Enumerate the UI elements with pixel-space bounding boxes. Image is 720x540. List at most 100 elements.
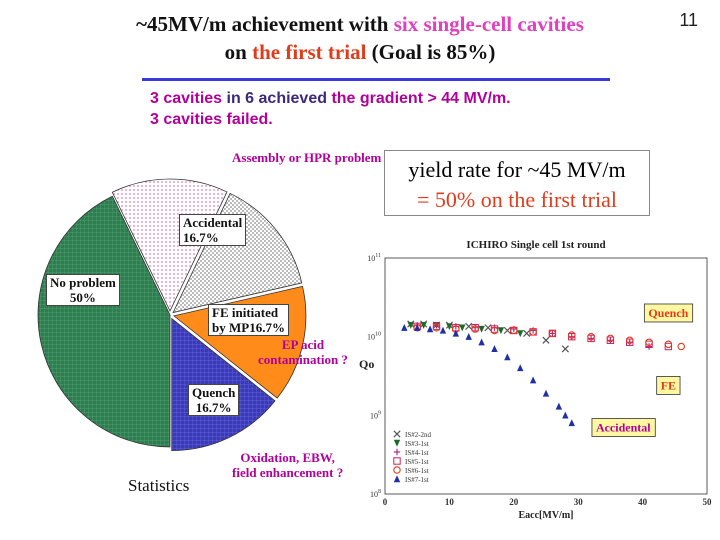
data-point — [542, 336, 550, 344]
data-point — [517, 330, 524, 338]
data-point — [420, 321, 427, 329]
data-point — [568, 333, 575, 340]
data-point — [465, 322, 473, 331]
data-point — [478, 338, 485, 346]
legend-entry: IS#3-1st — [405, 440, 429, 448]
data-point — [555, 402, 563, 410]
data-point — [452, 329, 460, 337]
x-tick-label: 40 — [638, 497, 648, 507]
pie-label-quench: Quench 16.7% — [188, 384, 240, 416]
data-point — [664, 340, 673, 349]
summary-gradient: the gradient > 44 MV/m. — [331, 90, 511, 107]
data-point — [490, 326, 499, 335]
pie-label-assembly: Assembly or HPR problem — [232, 150, 382, 165]
y-tick-label: 108 — [370, 489, 381, 499]
x-axis-label: Eacc[MV/m] — [519, 510, 574, 521]
plot-annotation-box — [643, 303, 694, 323]
y-tick-label: 1010 — [367, 332, 381, 342]
x-tick-label: 10 — [445, 497, 455, 507]
pie-label-fe: FE initiated by MP16.7% — [208, 304, 289, 336]
plot-annotation-box — [656, 376, 681, 395]
summary-cavities: 3 cavities — [150, 90, 223, 107]
data-point — [491, 345, 498, 353]
legend-entry: IS#4-1st — [405, 449, 429, 457]
data-point — [568, 331, 576, 339]
x-tick-label: 20 — [509, 497, 519, 507]
summary-mid: in 6 achieved — [222, 90, 332, 107]
summary-text: 3 cavities in 6 achieved the gradient > … — [150, 88, 511, 130]
legend-marker — [393, 457, 401, 465]
plot-frame — [384, 257, 708, 495]
data-point — [645, 338, 653, 346]
y-tick-label: 109 — [370, 410, 381, 420]
title-highlight-cavities: six single-cell cavities — [393, 12, 584, 36]
data-point — [414, 324, 421, 331]
data-point — [677, 342, 685, 351]
pie-annotation-ep-acid: EP acid contamination ? — [258, 337, 348, 367]
title-text-2: on — [224, 40, 253, 64]
yield-line-1: yield rate for ~45 MV/m — [408, 157, 626, 182]
legend-entry: IS#7-1st — [405, 476, 429, 484]
legend-entry: IS#2-2nd — [405, 431, 432, 439]
data-point — [664, 342, 673, 351]
pie-slice-assembly — [111, 178, 228, 312]
data-point — [465, 332, 472, 340]
x-tick-label: 50 — [703, 497, 713, 507]
data-point — [548, 329, 557, 338]
data-point — [401, 324, 408, 331]
plot-annotation-box — [591, 418, 656, 437]
data-point — [529, 328, 537, 336]
title-highlight-first-trial: the first trial — [252, 40, 367, 64]
title-underline — [142, 78, 610, 81]
data-point — [407, 321, 414, 329]
data-point — [587, 335, 595, 342]
pie-label-no-problem: No problem 50% — [46, 274, 120, 306]
data-point — [459, 324, 466, 332]
data-point — [523, 329, 531, 338]
plot-annotation: FE — [661, 378, 676, 392]
statistics-label: Statistics — [128, 476, 190, 495]
data-point — [517, 364, 524, 372]
yield-rate-box: yield rate for ~45 MV/m = 50% on the fir… — [384, 150, 650, 216]
data-point — [484, 324, 492, 332]
data-point — [503, 326, 511, 335]
pie-label-accidental: Accidental 16.7% — [179, 214, 247, 246]
data-point — [446, 323, 453, 331]
legend-marker — [393, 475, 401, 483]
scatter-title: ICHIRO Single cell 1st round — [466, 239, 605, 251]
legend-marker — [393, 466, 401, 474]
legend-entry: IS#5-1st — [405, 458, 429, 466]
data-point — [439, 326, 447, 334]
y-tick-label: 1011 — [367, 253, 381, 263]
plot-annotation: Quench — [648, 306, 688, 320]
data-point — [606, 334, 615, 343]
data-point — [426, 325, 434, 333]
title-text: ~45MV/m achievement with — [136, 12, 394, 36]
slide-number: 11 — [679, 10, 698, 30]
data-point — [562, 411, 569, 419]
data-point — [645, 343, 653, 350]
data-point — [432, 323, 441, 332]
legend-marker — [393, 430, 401, 438]
data-point — [625, 336, 634, 345]
slide-title: ~45MV/m achievement with six single-cell… — [60, 10, 660, 66]
plot-annotation: Accidental — [596, 421, 651, 435]
legend-marker — [393, 448, 401, 456]
data-point — [587, 332, 595, 341]
q-vs-eacc-plot: 0 10 20 30 40 50 108 109 1010 1011 IS#2-2ndIS#3-1… — [359, 239, 713, 521]
legend-entry: IS#6-1st — [405, 467, 429, 475]
y-axis-label: Qo — [359, 357, 374, 371]
pie-slice-accidental — [172, 192, 303, 314]
data-point — [510, 326, 518, 335]
data-point — [529, 376, 537, 384]
data-point — [645, 340, 653, 348]
data-point — [471, 325, 479, 333]
data-point — [504, 353, 511, 361]
data-point — [542, 389, 550, 397]
x-tick-label: 30 — [574, 497, 584, 507]
yield-line-2: = 50% on the first trial — [417, 187, 617, 212]
data-point — [549, 330, 556, 337]
data-point — [561, 345, 569, 353]
pie-annotation-oxidation: Oxidation, EBW, field enhancement ? — [232, 450, 344, 480]
